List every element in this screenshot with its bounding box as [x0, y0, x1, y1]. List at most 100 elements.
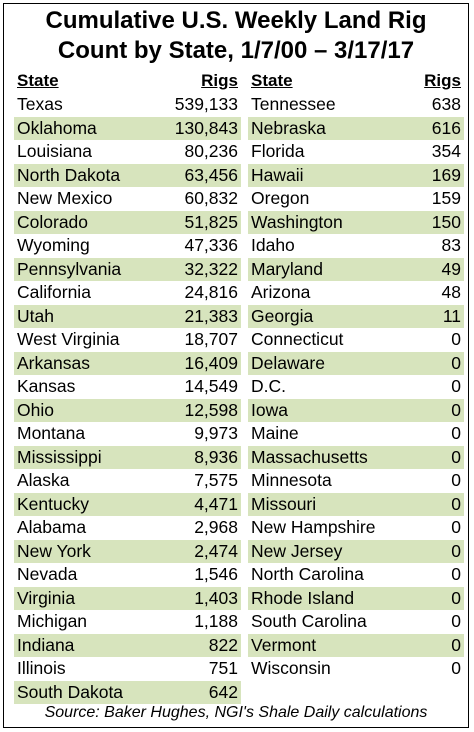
rigs-cell: 539,133 [174, 94, 238, 114]
rigs-cell: 130,843 [174, 117, 238, 138]
state-cell: West Virginia [17, 329, 120, 349]
state-cell: Utah [17, 305, 54, 326]
state-cell: Rhode Island [251, 587, 355, 608]
rigs-cell: 14,549 [184, 376, 238, 396]
state-cell: New York [17, 540, 91, 561]
state-cell: Oregon [251, 188, 310, 208]
state-cell: Missouri [251, 493, 317, 514]
table-row: D.C. 0 [248, 375, 464, 399]
table-row: Hawaii 169 [248, 163, 464, 187]
rigs-cell: 8,936 [194, 446, 238, 467]
right-header-row: State Rigs [248, 68, 464, 93]
state-cell: Washington [251, 211, 343, 232]
rigs-cell: 0 [451, 564, 461, 584]
state-cell: D.C. [251, 376, 286, 396]
state-cell: Michigan [17, 611, 88, 631]
state-cell: Montana [17, 423, 86, 443]
rigs-cell: 642 [208, 681, 238, 702]
table-row: Iowa 0 [248, 398, 464, 422]
state-cell: Wisconsin [251, 658, 331, 678]
state-cell: Minnesota [251, 470, 332, 490]
rigs-cell: 80,236 [184, 141, 238, 161]
state-cell: Iowa [251, 399, 288, 420]
table-row: Idaho 83 [248, 234, 464, 258]
table-row: Utah 21,383 [14, 304, 241, 328]
left-column: State Rigs Texas 539,133 Oklahoma 130,843 Lo… [14, 68, 241, 704]
table-row: Pennsylvania 32,322 [14, 257, 241, 281]
right-column: State Rigs Tennessee 638 Nebraska 616 Florid… [248, 68, 464, 681]
table-row: South Dakota 642 [14, 680, 241, 704]
right-rows: Tennessee 638 Nebraska 616 Florida 354 Hawaii 1… [248, 93, 464, 681]
state-cell: Illinois [17, 658, 66, 678]
state-cell: New Hampshire [251, 517, 376, 537]
rigs-cell: 1,546 [194, 564, 238, 584]
table-row: Wisconsin 0 [248, 657, 464, 681]
source-note: Source: Baker Hughes, NGI's Shale Daily … [44, 704, 428, 721]
table-row: Mississippi 8,936 [14, 445, 241, 469]
table-row: Montana 9,973 [14, 422, 241, 446]
rigs-cell: 1,188 [194, 611, 238, 631]
rigs-cell: 12,598 [184, 399, 238, 420]
rigs-cell: 0 [451, 658, 461, 678]
rigs-cell: 751 [208, 658, 238, 678]
rigs-cell: 60,832 [184, 188, 238, 208]
table-row: New Mexico 60,832 [14, 187, 241, 211]
table-row: South Carolina 0 [248, 610, 464, 634]
state-cell: South Carolina [251, 611, 367, 631]
state-header: State [251, 71, 293, 90]
state-cell: Maine [251, 423, 299, 443]
table-row: Indiana 822 [14, 633, 241, 657]
state-cell: Nevada [17, 564, 78, 584]
state-cell: South Dakota [17, 681, 124, 702]
state-cell: Connecticut [251, 329, 344, 349]
table-row: Louisiana 80,236 [14, 140, 241, 164]
table-row: Oklahoma 130,843 [14, 116, 241, 140]
state-cell: Arkansas [17, 352, 90, 373]
rigs-cell: 2,474 [194, 540, 238, 561]
state-cell: Mississippi [17, 446, 102, 467]
rigs-cell: 0 [451, 423, 461, 443]
rigs-cell: 11 [442, 305, 461, 326]
chart-title: Cumulative U.S. Weekly Land Rig Count by… [4, 6, 468, 66]
state-cell: Florida [251, 141, 305, 161]
table-row: Nevada 1,546 [14, 563, 241, 587]
title-line-1: Cumulative U.S. Weekly Land Rig [45, 7, 427, 34]
state-cell: Pennsylvania [17, 258, 122, 279]
rigs-cell: 24,816 [184, 282, 238, 302]
state-cell: Alaska [17, 470, 70, 490]
rigs-cell: 0 [451, 587, 461, 608]
state-cell: Colorado [17, 211, 89, 232]
state-cell: Maryland [251, 258, 323, 279]
state-cell: Georgia [251, 305, 314, 326]
table-row: Florida 354 [248, 140, 464, 164]
state-cell: Vermont [251, 634, 317, 655]
table-row: Texas 539,133 [14, 93, 241, 117]
state-cell: Kentucky [17, 493, 89, 514]
state-cell: Massachusetts [251, 446, 368, 467]
rigs-cell: 9,973 [194, 423, 238, 443]
table-row: Kansas 14,549 [14, 375, 241, 399]
table-row: Colorado 51,825 [14, 210, 241, 234]
table-row: North Dakota 63,456 [14, 163, 241, 187]
table-row: Nebraska 616 [248, 116, 464, 140]
rigs-cell: 822 [208, 634, 238, 655]
table-row: California 24,816 [14, 281, 241, 305]
rigs-cell: 0 [451, 470, 461, 490]
rigs-cell: 32,322 [184, 258, 238, 279]
rigs-cell: 2,968 [194, 517, 238, 537]
rigs-cell: 0 [451, 376, 461, 396]
table-row: Washington 150 [248, 210, 464, 234]
table-row: Vermont 0 [248, 633, 464, 657]
state-cell: New Jersey [251, 540, 343, 561]
rigs-cell: 47,336 [184, 235, 238, 255]
rigs-cell: 0 [451, 329, 461, 349]
rigs-header: Rigs [424, 71, 461, 90]
state-cell: Ohio [17, 399, 54, 420]
state-header: State [17, 71, 59, 90]
rigs-cell: 7,575 [194, 470, 238, 490]
rigs-cell: 354 [431, 141, 461, 161]
rigs-cell: 0 [451, 399, 461, 420]
table-row: Kentucky 4,471 [14, 492, 241, 516]
rigs-cell: 0 [451, 517, 461, 537]
state-cell: Texas [17, 94, 63, 114]
